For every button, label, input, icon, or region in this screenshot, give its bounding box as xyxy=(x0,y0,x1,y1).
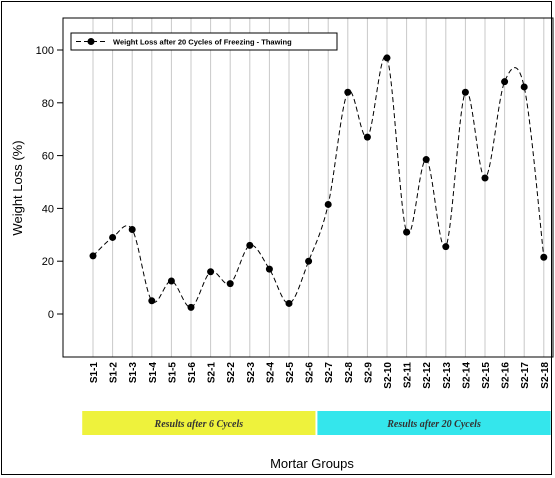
x-tick-label: S2-3 xyxy=(246,362,257,384)
x-tick-label: S2-7 xyxy=(324,362,335,384)
group-band-label: Results after 20 Cycels xyxy=(386,419,481,430)
x-tick-label: S2-16 xyxy=(501,362,512,389)
data-point-S2-4 xyxy=(265,265,273,273)
x-tick-label: S1-3 xyxy=(128,362,139,384)
data-point-S2-17 xyxy=(520,83,528,91)
x-tick-label: S2-8 xyxy=(344,362,355,384)
data-point-S2-10 xyxy=(383,54,391,62)
legend-marker xyxy=(87,38,95,45)
x-tick-label: S1-6 xyxy=(187,362,198,384)
x-tick-label: S1-2 xyxy=(109,362,120,384)
gridlines xyxy=(92,18,545,357)
data-point-S2-15 xyxy=(481,174,489,182)
x-tick-label: S1-5 xyxy=(167,362,178,384)
x-tick-label: S2-11 xyxy=(403,362,414,389)
data-point-S1-5 xyxy=(167,277,175,285)
data-point-S2-2 xyxy=(226,280,234,288)
x-tick-label: S2-4 xyxy=(265,362,276,384)
data-point-S2-1 xyxy=(207,268,215,276)
group-band-1 xyxy=(82,411,316,435)
x-tick-label: S1-4 xyxy=(148,362,159,384)
plot-area-border xyxy=(62,17,554,358)
group-band-2 xyxy=(317,411,551,435)
data-point-S2-13 xyxy=(442,243,450,251)
series-points xyxy=(89,54,548,311)
data-point-S1-1 xyxy=(89,252,97,260)
x-tick-label: S2-17 xyxy=(520,362,531,389)
x-tick-label: S2-13 xyxy=(442,362,453,389)
x-tick-label: S2-9 xyxy=(363,362,374,384)
x-tick-label: S2-15 xyxy=(481,362,492,389)
x-tick-label: S2-12 xyxy=(422,362,433,389)
x-tick-label: S2-5 xyxy=(285,362,296,384)
data-point-S2-18 xyxy=(540,253,548,261)
data-point-S2-6 xyxy=(305,257,313,265)
data-point-S2-8 xyxy=(344,88,352,96)
series-line xyxy=(92,55,545,308)
group-bands: Results after 6 Cycels Results after 20 C… xyxy=(82,411,551,435)
x-tick-label: S2-18 xyxy=(540,362,551,389)
x-tick-label: S2-1 xyxy=(207,362,218,384)
y-axis-title: Weight Loss (%) xyxy=(10,140,25,235)
x-axis-tick-labels: S1-1 S1-2 S1-3 S1-4 S1-5 S1-6 S2-1 S2-2 S2-3 S2-4… xyxy=(89,362,551,389)
x-tick-label: S2-10 xyxy=(383,362,394,389)
legend: Weight Loss after 20 Cycles of Freezing … xyxy=(70,32,338,51)
y-tick-label: 20 xyxy=(42,256,54,268)
y-tick-label: 0 xyxy=(48,309,54,321)
x-tick-label: S2-2 xyxy=(226,362,237,384)
data-point-S2-9 xyxy=(363,133,371,141)
data-point-S2-7 xyxy=(324,200,332,208)
data-point-S2-12 xyxy=(422,156,430,164)
x-tick-label: S1-1 xyxy=(89,362,100,384)
data-point-S2-16 xyxy=(501,78,509,86)
x-axis-title: Mortar Groups xyxy=(270,456,354,471)
y-tick-label: 80 xyxy=(42,98,54,110)
x-tick-label: S2-14 xyxy=(461,362,472,389)
data-point-S1-4 xyxy=(148,297,156,305)
group-band-label: Results after 6 Cycels xyxy=(154,419,244,430)
y-tick-label: 40 xyxy=(42,203,54,215)
data-point-S1-2 xyxy=(109,233,117,241)
data-point-S2-11 xyxy=(403,228,411,236)
data-point-S2-14 xyxy=(461,88,469,96)
legend-box xyxy=(70,32,338,51)
data-point-S2-3 xyxy=(246,241,254,249)
legend-label: Weight Loss after 20 Cycles of Freezing … xyxy=(113,38,292,47)
x-tick-label: S2-6 xyxy=(305,362,316,384)
data-point-S1-6 xyxy=(187,303,195,311)
data-point-S2-5 xyxy=(285,299,293,307)
y-tick-label: 100 xyxy=(36,45,54,57)
y-axis: 0 20 40 60 80 100 xyxy=(36,45,63,321)
data-point-S1-3 xyxy=(128,226,136,234)
y-tick-label: 60 xyxy=(42,151,54,163)
